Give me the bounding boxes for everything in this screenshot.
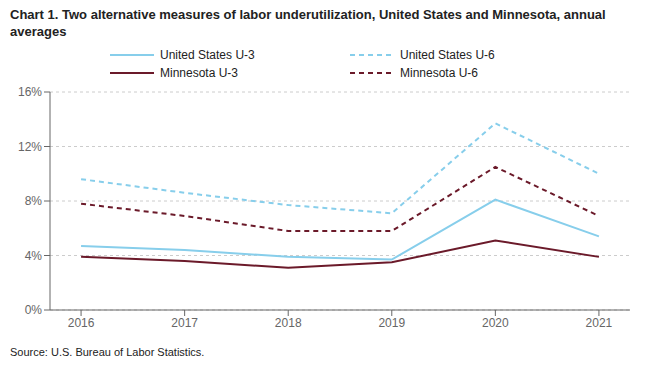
html-text:Minnesota U-6: Minnesota U-6 (400, 66, 478, 80)
svg-text:2016: 2016 (68, 316, 95, 330)
svg-text:2019: 2019 (378, 316, 405, 330)
html-text:Minnesota U-3: Minnesota U-3 (160, 66, 238, 80)
svg-text:2018: 2018 (275, 316, 302, 330)
html-text:United States U-3: United States U-3 (160, 48, 255, 62)
svg-text:8%: 8% (25, 194, 43, 208)
svg-text:2020: 2020 (482, 316, 509, 330)
html-text:United States U-6: United States U-6 (400, 48, 495, 62)
svg-text:16%: 16% (18, 85, 42, 99)
html-text:Source: U.S. Bureau of Labor S: Source: U.S. Bureau of Labor Statistics. (10, 346, 205, 358)
svg-text:4%: 4% (25, 249, 43, 263)
svg-text:0%: 0% (25, 303, 43, 317)
html-text:Chart 1. Two alternative measu: Chart 1. Two alternative measures of lab… (10, 7, 606, 39)
svg-text:12%: 12% (18, 140, 42, 154)
svg-text:2017: 2017 (171, 316, 198, 330)
svg-text:2021: 2021 (586, 316, 613, 330)
